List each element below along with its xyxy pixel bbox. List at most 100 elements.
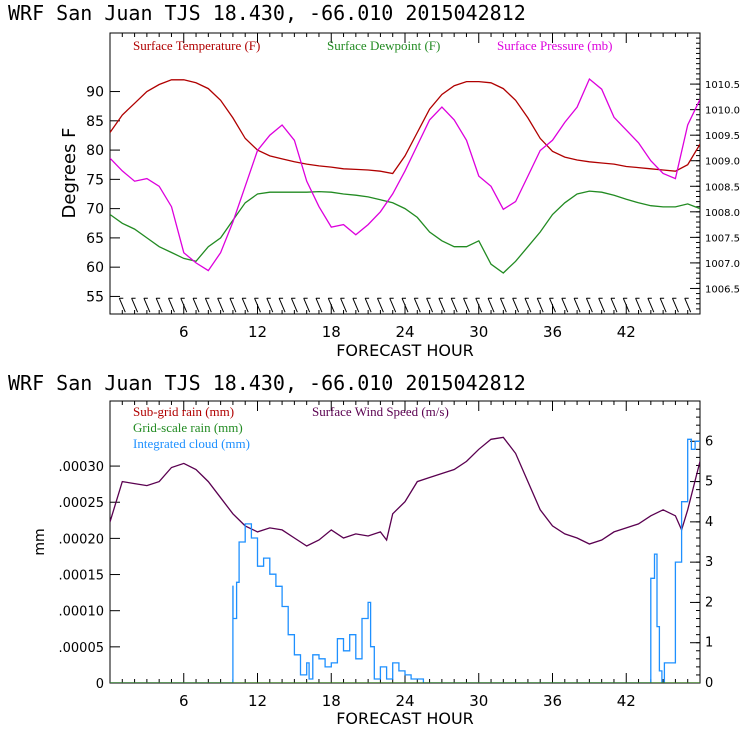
x-tick-label: 24 xyxy=(395,323,414,341)
y2-tick-label: 1 xyxy=(705,636,713,651)
y2-tick-label: 4 xyxy=(705,515,713,530)
x-tick-label: 6 xyxy=(179,692,189,710)
y2-tick-label: 1009.0 xyxy=(705,157,740,168)
wind-barb xyxy=(131,297,139,313)
legend-surface-pressure: Surface Pressure (mb) xyxy=(497,38,613,53)
weather-surface-panel: WRF San Juan TJS 18.430, -66.010 2015042… xyxy=(8,1,740,360)
x-axis-label: FORECAST HOUR xyxy=(336,341,474,360)
y-tick-label: 85 xyxy=(86,114,104,130)
x-tick-label: 42 xyxy=(617,323,636,341)
wind-barb xyxy=(684,297,692,313)
y2-tick-label: 1009.5 xyxy=(705,131,740,142)
wind-barb xyxy=(229,297,237,313)
wind-barb xyxy=(450,297,458,313)
y-tick-label: .00010 xyxy=(59,605,105,620)
x-tick-label: 36 xyxy=(543,323,562,341)
series-integrated-cloud xyxy=(110,438,700,683)
chart-title: WRF San Juan TJS 18.430, -66.010 2015042… xyxy=(8,371,526,395)
wind-barb xyxy=(266,297,274,313)
x-tick-label: 24 xyxy=(395,692,414,710)
wind-barb xyxy=(167,297,175,313)
x-tick-label: 42 xyxy=(617,692,636,710)
y2-tick-label: 1008.0 xyxy=(705,208,740,219)
wind-barb xyxy=(254,297,261,313)
wind-barb xyxy=(647,297,655,313)
x-tick-label: 18 xyxy=(322,323,341,341)
wind-barb xyxy=(438,297,446,313)
y-tick-label: 80 xyxy=(86,143,104,159)
wind-barb xyxy=(499,297,507,313)
y2-tick-label: 5 xyxy=(705,475,713,490)
wind-barb xyxy=(573,297,581,313)
y2-tick-label: 2 xyxy=(705,595,713,610)
series-surface-pressure xyxy=(110,77,700,272)
series-surface-wind-speed xyxy=(110,436,700,547)
wind-barb xyxy=(364,297,372,313)
wind-barb xyxy=(389,297,397,313)
wind-barb xyxy=(598,297,606,313)
legend-surface-wind-speed: Surface Wind Speed (m/s) xyxy=(312,404,449,419)
wind-barb xyxy=(487,297,495,313)
wind-barb xyxy=(426,297,434,313)
y-tick-label: .00030 xyxy=(59,460,105,475)
wind-barb xyxy=(278,297,286,313)
y2-tick-label: 1007.0 xyxy=(705,259,740,270)
wind-barb xyxy=(512,297,520,313)
wind-barb xyxy=(413,297,421,313)
y-axis-label: Degrees F xyxy=(59,128,80,219)
wind-barb xyxy=(659,297,667,313)
wind-barb xyxy=(376,297,384,313)
wind-barb xyxy=(561,297,569,313)
wind-barb xyxy=(475,297,483,313)
y-tick-label: 55 xyxy=(86,289,104,305)
wind-barb xyxy=(155,297,163,313)
wind-barb xyxy=(217,297,225,313)
wind-barb xyxy=(401,297,409,313)
y-axis-label: mm xyxy=(32,528,48,555)
legend-surface-temperature: Surface Temperature (F) xyxy=(133,38,260,53)
y2-tick-label: 6 xyxy=(705,434,713,449)
wind-barb xyxy=(352,297,360,313)
y2-tick-label: 1007.5 xyxy=(705,233,740,244)
y-tick-label: 90 xyxy=(86,85,104,101)
wind-barb xyxy=(192,297,200,313)
wind-barb xyxy=(290,297,298,313)
y-tick-label: .00025 xyxy=(59,496,105,511)
plot-frame xyxy=(109,32,701,315)
y2-tick-label: 1006.5 xyxy=(705,284,740,295)
precipitation-wind-panel: WRF San Juan TJS 18.430, -66.010 2015042… xyxy=(8,371,713,728)
wind-barb xyxy=(241,297,249,313)
y2-tick-label: 1008.5 xyxy=(705,182,740,193)
y-tick-label: 60 xyxy=(86,260,104,276)
wind-barb xyxy=(327,297,335,313)
wind-barb xyxy=(315,297,323,313)
wind-barb xyxy=(536,297,544,313)
y2-tick-label: 3 xyxy=(705,555,713,570)
wind-barb xyxy=(671,297,679,313)
y2-tick-label: 1010.5 xyxy=(705,80,740,91)
wind-barb xyxy=(143,297,151,313)
y-tick-label: 75 xyxy=(86,172,104,188)
series-surface-dewpoint xyxy=(110,190,700,274)
wind-barb xyxy=(118,297,126,313)
chart-title: WRF San Juan TJS 18.430, -66.010 2015042… xyxy=(8,1,526,25)
x-tick-label: 30 xyxy=(469,692,488,710)
wind-barb xyxy=(303,297,311,313)
y-tick-label: .00020 xyxy=(59,532,105,547)
legend-surface-dewpoint: Surface Dewpoint (F) xyxy=(327,38,440,53)
legend-grid-scale-rain: Grid-scale rain (mm) xyxy=(133,420,243,435)
wind-barb xyxy=(340,297,348,313)
y2-tick-label: 0 xyxy=(705,676,713,691)
wind-barb xyxy=(610,297,618,313)
wind-barb xyxy=(462,297,470,313)
y2-tick-label: 1010.0 xyxy=(705,106,740,117)
wind-barb xyxy=(204,297,212,313)
y-tick-label: 70 xyxy=(86,202,104,218)
x-axis-label: FORECAST HOUR xyxy=(336,709,474,728)
x-tick-label: 6 xyxy=(179,323,189,341)
series-surface-temperature xyxy=(110,79,700,175)
x-tick-label: 18 xyxy=(322,692,341,710)
wind-barb xyxy=(524,297,532,313)
x-tick-label: 36 xyxy=(543,692,562,710)
